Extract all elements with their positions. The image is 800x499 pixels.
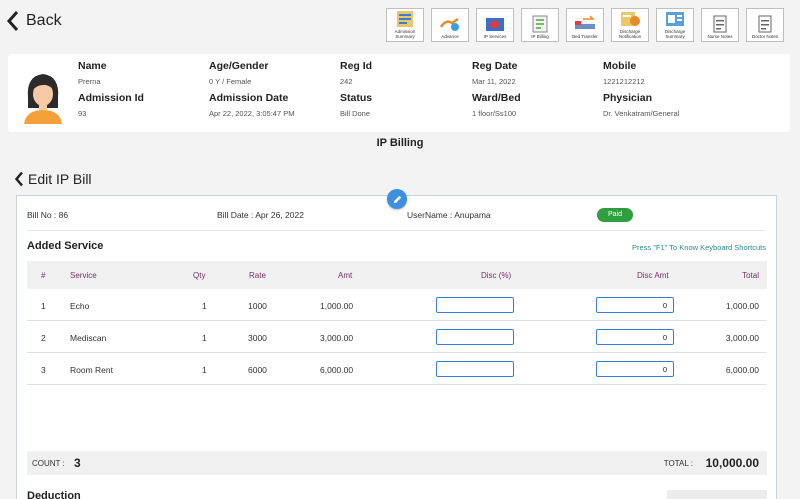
disc-amount-input[interactable] [596, 329, 674, 345]
tool-ip-services[interactable]: IP Services [476, 8, 514, 42]
col-number: # [41, 271, 46, 280]
tool-doctor-notes[interactable]: Doctor Notes [746, 8, 784, 42]
pencil-icon [393, 195, 401, 203]
col-disc-pct: Disc (%) [481, 271, 512, 280]
keyboard-shortcut-hint[interactable]: Press "F1" To Know Keyboard Shortcuts [631, 243, 766, 252]
patient-mobile: Mobile 1221212212 [603, 60, 645, 86]
bill-username: UserName : Anupama [407, 210, 491, 220]
col-service: Service [70, 271, 97, 280]
tool-nurse-notes[interactable]: Nurse Notes [701, 8, 739, 42]
patient-age-gender: Age/Gender 0 Y / Female [209, 60, 269, 86]
disc-amount-input[interactable] [596, 361, 674, 377]
bill-card: Bill No : 86 Bill Date : Apr 26, 2022 Us… [16, 195, 777, 499]
patient-name: Name Prerna [78, 60, 107, 86]
tool-admission-summary[interactable]: Admission Summary [386, 8, 424, 42]
disc-percent-input[interactable] [436, 329, 514, 345]
top-bar: Back Admission Summary Advance IP Servic… [0, 0, 800, 48]
chevron-left-icon [14, 171, 23, 187]
disc-amount-input[interactable] [596, 297, 674, 313]
disc-percent-input[interactable] [436, 297, 514, 313]
discharge-summary-icon [666, 12, 684, 26]
disc-percent-input[interactable] [436, 361, 514, 377]
page-title: IP Billing [376, 137, 424, 149]
table-row: 2 Mediscan 1 3000 3,000.00 3,000.00 [27, 321, 767, 353]
back-button[interactable]: Back [6, 10, 62, 32]
col-rate: Rate [249, 271, 266, 280]
added-service-title: Added Service [27, 240, 104, 252]
ip-billing-icon [532, 15, 548, 33]
edit-button[interactable] [387, 189, 407, 209]
tool-bed-transfer[interactable]: Bed Transfer [566, 8, 604, 42]
patient-ward-bed: Ward/Bed 1 floor/Ss100 [472, 92, 521, 118]
nurse-notes-icon [713, 15, 727, 33]
patient-reg-id: Reg Id 242 [340, 60, 373, 86]
bill-number: Bill No : 86 [27, 210, 69, 220]
col-qty: Qty [193, 271, 206, 280]
patient-admission-date: Admission Date Apr 22, 2022, 3:05:47 PM [209, 92, 295, 118]
tool-discharge-notification[interactable]: Discharge Notification [611, 8, 649, 42]
bill-summary: COUNT : 3 TOTAL : 10,000.00 [27, 451, 767, 475]
ip-services-icon [486, 18, 504, 31]
patient-admission-id: Admission Id 93 [78, 92, 144, 118]
chevron-left-icon [6, 11, 19, 31]
col-amt: Amt [338, 271, 353, 280]
total-value: 10,000.00 [705, 456, 759, 470]
tool-ip-billing[interactable]: IP Billing [521, 8, 559, 42]
admission-summary-icon [397, 11, 413, 27]
tool-advance[interactable]: Advance [431, 8, 469, 42]
edit-bill-back[interactable]: Edit IP Bill [14, 171, 92, 187]
bed-transfer-icon [575, 15, 595, 29]
table-row: 1 Echo 1 1000 1,000.00 1,000.00 [27, 289, 767, 321]
bill-date: Bill Date : Apr 26, 2022 [217, 210, 304, 220]
patient-physician: Physician Dr. Venkatram/General [603, 92, 680, 118]
col-total: Total [742, 271, 759, 280]
patient-card: Name Prerna Age/Gender 0 Y / Female Reg … [8, 54, 790, 132]
total-label: TOTAL : [663, 459, 693, 468]
tool-discharge-summary[interactable]: Discharge Summary [656, 8, 694, 42]
count-value: 3 [74, 456, 81, 470]
table-header: # Service Qty Rate Amt Disc (%) Disc Amt… [27, 261, 767, 289]
deduction-field[interactable] [667, 490, 767, 499]
table-row: 3 Room Rent 1 6000 6,000.00 6,000.00 [27, 353, 767, 385]
toolbar: Admission Summary Advance IP Services IP… [386, 8, 784, 42]
edit-bill-title: Edit IP Bill [28, 171, 92, 187]
advance-icon [439, 17, 459, 31]
status-badge: Paid [597, 208, 633, 222]
discharge-notification-icon [621, 12, 640, 26]
divider [27, 230, 766, 231]
col-disc-amt: Disc Amt [637, 271, 669, 280]
avatar [24, 74, 62, 124]
deduction-title: Deduction [27, 490, 81, 499]
patient-status: Status Bill Done [340, 92, 373, 118]
doctor-notes-icon [758, 15, 772, 33]
back-label: Back [26, 12, 62, 29]
patient-reg-date: Reg Date Mar 11, 2022 [472, 60, 518, 86]
count-label: COUNT : [32, 459, 65, 468]
